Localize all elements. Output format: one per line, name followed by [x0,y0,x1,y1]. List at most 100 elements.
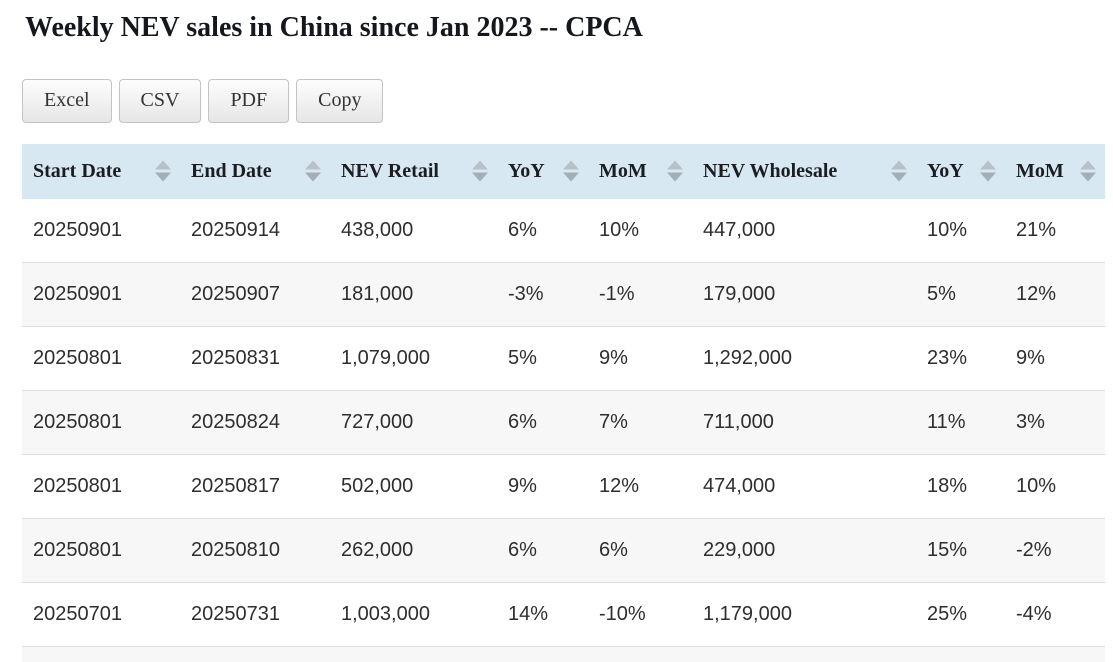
table-row: 20250801 20250817 502,000 9% 12% 474,000… [22,454,1105,519]
sort-up-icon [563,160,579,170]
table-row: 20250801 20250810 262,000 6% 6% 229,000 … [22,518,1105,583]
cell-nev-wholesale: 1,179,000 [703,602,792,625]
cell-start-date: 20250801 [33,410,122,433]
sort-up-icon [305,160,321,170]
cell-start-date: 20250901 [33,218,122,241]
cell-nev-wholesale: 229,000 [703,538,776,561]
sort-up-icon [667,160,683,170]
table-row: 20250901 20250914 438,000 6% 10% 447,000… [22,198,1105,263]
cell-start-date: 20250901 [33,282,122,305]
sort-down-icon [155,172,171,182]
cell-start-date: 20250801 [33,538,122,561]
cell-retail-mom: -1% [599,282,635,305]
cell-nev-retail: 262,000 [341,538,414,561]
sort-up-icon [980,160,996,170]
cell-retail-mom: 12% [599,474,640,497]
sort-up-icon [1080,160,1096,170]
cell-retail-mom: 10% [599,218,640,241]
sort-up-icon [155,160,171,170]
cell-nev-retail: 727,000 [341,410,414,433]
cell-nev-wholesale: 447,000 [703,218,776,241]
sort-icon [667,160,683,182]
cell-nev-wholesale: 711,000 [703,410,774,433]
cell-end-date: 20250914 [191,218,280,241]
column-header-label: NEV Retail [341,159,439,182]
sort-icon [891,160,907,182]
cell-retail-yoy: 6% [508,538,537,561]
cell-start-date: 20250801 [33,346,122,369]
cell-wholesale-yoy: 18% [927,474,968,497]
cell-wholesale-mom: 3% [1016,410,1045,433]
sort-icon [155,160,171,182]
cell-retail-yoy: 6% [508,410,537,433]
sort-up-icon [891,160,907,170]
cell-wholesale-yoy: 15% [927,538,968,561]
copy-button[interactable]: Copy [296,78,384,123]
cell-start-date: 20250701 [33,602,122,625]
column-header-label: MoM [599,159,647,182]
cell-wholesale-mom: 12% [1016,282,1057,305]
cell-wholesale-yoy: 11% [927,410,966,433]
column-header-label: Start Date [33,159,122,182]
cell-nev-wholesale: 1,292,000 [703,346,792,369]
cell-wholesale-yoy: 25% [927,602,968,625]
sort-down-icon [563,172,579,182]
column-header-start-date[interactable]: Start Date [22,143,180,199]
table-row: 20250801 20250824 727,000 6% 7% 711,000 … [22,390,1105,455]
column-header-label: End Date [191,159,272,182]
cell-retail-yoy: 9% [508,474,537,497]
column-header-wholesale-mom[interactable]: MoM [1005,143,1105,199]
table-row: 20250701 20250731 1,003,000 14% -10% 1,1… [22,582,1105,647]
cell-start-date: 20250801 [33,474,122,497]
export-toolbar: Excel CSV PDF Copy [22,78,1113,123]
sort-down-icon [667,172,683,182]
sort-down-icon [1080,172,1096,182]
cell-end-date: 20250731 [191,602,280,625]
cell-wholesale-yoy: 10% [927,218,968,241]
cell-nev-retail: 502,000 [341,474,414,497]
excel-button[interactable]: Excel [22,78,112,123]
cell-end-date: 20250810 [191,538,280,561]
column-header-nev-retail[interactable]: NEV Retail [330,143,497,199]
cell-retail-mom: 9% [599,346,628,369]
column-header-wholesale-yoy[interactable]: YoY [916,143,1005,199]
cell-retail-yoy: 5% [508,346,537,369]
column-header-label: YoY [927,159,964,182]
column-header-retail-yoy[interactable]: YoY [497,143,588,199]
page-title: Weekly NEV sales in China since Jan 2023… [25,12,643,43]
cell-wholesale-mom: 21% [1016,218,1057,241]
cell-retail-yoy: 14% [508,602,549,625]
cell-end-date: 20250907 [191,282,280,305]
column-header-end-date[interactable]: End Date [180,143,330,199]
sort-down-icon [980,172,996,182]
table-row-partial [22,646,1105,662]
sort-icon [1080,160,1096,182]
cell-nev-retail: 1,079,000 [341,346,430,369]
cell-nev-retail: 181,000 [341,282,414,305]
cell-retail-mom: 6% [599,538,628,561]
column-header-nev-wholesale[interactable]: NEV Wholesale [692,143,916,199]
sort-up-icon [472,160,488,170]
cell-wholesale-mom: -4% [1016,602,1052,625]
pdf-button[interactable]: PDF [208,78,290,123]
table-header-row: Start Date End Date NEV Retail YoY MoM N… [22,143,1105,199]
cell-retail-mom: -10% [599,602,646,625]
cell-wholesale-mom: 9% [1016,346,1045,369]
table-row: 20250801 20250831 1,079,000 5% 9% 1,292,… [22,326,1105,391]
column-header-retail-mom[interactable]: MoM [588,143,692,199]
column-header-label: YoY [508,159,545,182]
cell-end-date: 20250817 [191,474,280,497]
sort-down-icon [891,172,907,182]
csv-button[interactable]: CSV [118,78,202,123]
cell-wholesale-yoy: 23% [927,346,968,369]
cell-wholesale-mom: 10% [1016,474,1057,497]
cell-nev-wholesale: 474,000 [703,474,776,497]
sort-icon [563,160,579,182]
sort-icon [305,160,321,182]
table-row: 20250901 20250907 181,000 -3% -1% 179,00… [22,262,1105,327]
cell-retail-yoy: 6% [508,218,537,241]
cell-retail-yoy: -3% [508,282,544,305]
sort-icon [980,160,996,182]
cell-nev-retail: 438,000 [341,218,414,241]
cell-end-date: 20250824 [191,410,280,433]
